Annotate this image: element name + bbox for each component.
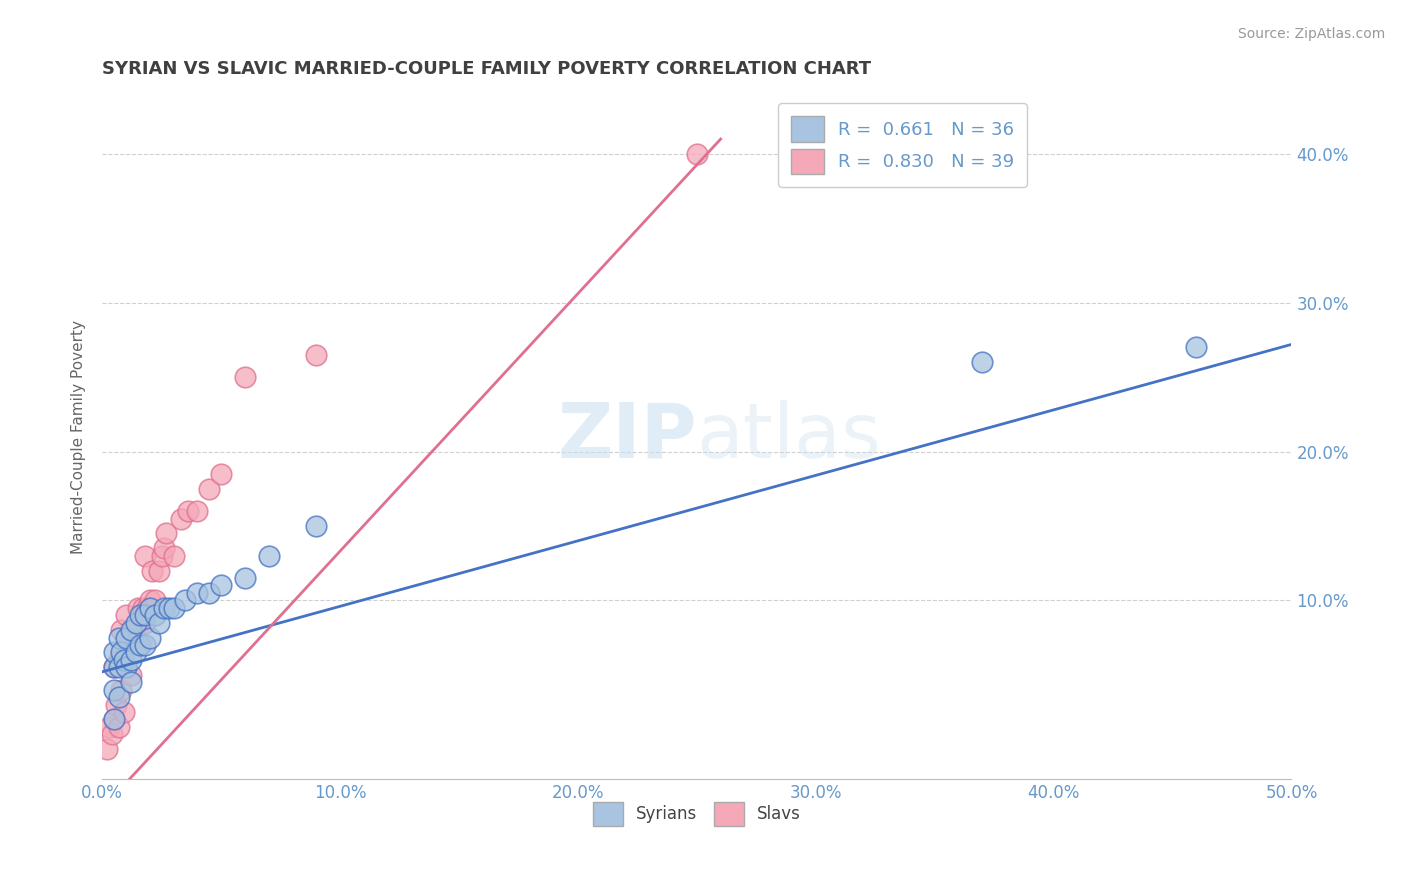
Point — [103, 645, 125, 659]
Point — [124, 615, 146, 630]
Point — [124, 631, 146, 645]
Point — [120, 623, 142, 637]
Text: atlas: atlas — [697, 400, 882, 474]
Point — [170, 511, 193, 525]
Point — [110, 623, 132, 637]
Point — [120, 653, 142, 667]
Point — [162, 600, 184, 615]
Point — [155, 526, 177, 541]
Point — [139, 593, 162, 607]
Point — [209, 467, 232, 481]
Point — [129, 638, 152, 652]
Point — [103, 712, 125, 726]
Point — [153, 541, 176, 556]
Point — [139, 600, 162, 615]
Point — [153, 600, 176, 615]
Point — [305, 348, 328, 362]
Point — [148, 615, 170, 630]
Point — [129, 638, 152, 652]
Point — [177, 504, 200, 518]
Point — [100, 727, 122, 741]
Point — [127, 600, 149, 615]
Point — [134, 638, 156, 652]
Text: SYRIAN VS SLAVIC MARRIED-COUPLE FAMILY POVERTY CORRELATION CHART: SYRIAN VS SLAVIC MARRIED-COUPLE FAMILY P… — [103, 60, 872, 78]
Point — [110, 682, 132, 697]
Point — [186, 504, 208, 518]
Point — [686, 147, 709, 161]
Point — [122, 623, 145, 637]
Point — [136, 600, 159, 615]
Point — [98, 720, 121, 734]
Point — [115, 608, 138, 623]
Point — [120, 675, 142, 690]
Point — [103, 712, 125, 726]
Point — [120, 667, 142, 681]
Point — [233, 571, 256, 585]
Point — [115, 631, 138, 645]
Point — [115, 660, 138, 674]
Point — [96, 742, 118, 756]
Point — [198, 586, 221, 600]
Point — [103, 660, 125, 674]
Point — [108, 690, 131, 704]
Point — [103, 682, 125, 697]
Point — [108, 653, 131, 667]
Point — [209, 578, 232, 592]
Point — [115, 660, 138, 674]
Point — [139, 631, 162, 645]
Point — [150, 549, 173, 563]
Y-axis label: Married-Couple Family Poverty: Married-Couple Family Poverty — [72, 319, 86, 554]
Point — [134, 615, 156, 630]
Point — [134, 549, 156, 563]
Point — [162, 549, 184, 563]
Point — [112, 705, 135, 719]
Legend: Syrians, Slavs: Syrians, Slavs — [586, 796, 807, 832]
Point — [134, 608, 156, 623]
Point — [186, 586, 208, 600]
Point — [112, 653, 135, 667]
Point — [174, 593, 197, 607]
Point — [972, 355, 994, 369]
Point — [257, 549, 280, 563]
Point — [1185, 340, 1208, 354]
Point — [108, 631, 131, 645]
Point — [103, 660, 125, 674]
Point — [148, 564, 170, 578]
Point — [305, 519, 328, 533]
Point — [105, 698, 128, 712]
Text: ZIP: ZIP — [557, 400, 697, 474]
Point — [141, 564, 163, 578]
Point — [108, 720, 131, 734]
Point — [198, 482, 221, 496]
Point — [117, 638, 139, 652]
Point — [131, 600, 153, 615]
Text: Source: ZipAtlas.com: Source: ZipAtlas.com — [1237, 27, 1385, 41]
Point — [233, 370, 256, 384]
Point — [143, 608, 166, 623]
Point — [143, 593, 166, 607]
Point — [110, 645, 132, 659]
Point — [129, 608, 152, 623]
Point — [157, 600, 180, 615]
Point — [108, 660, 131, 674]
Point — [124, 645, 146, 659]
